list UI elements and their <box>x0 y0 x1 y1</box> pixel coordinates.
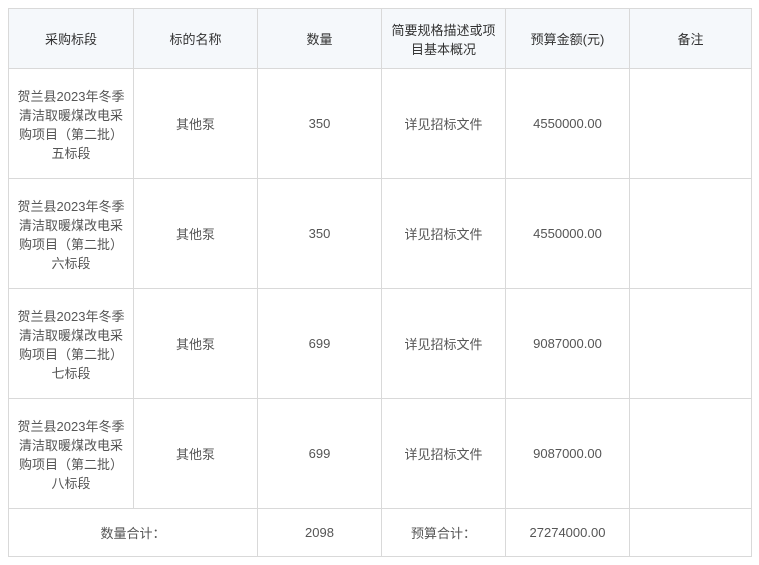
cell-item-name: 其他泵 <box>134 69 258 179</box>
cell-spec: 详见招标文件 <box>382 289 506 399</box>
col-header-quantity: 数量 <box>258 9 382 69</box>
cell-remark <box>630 69 752 179</box>
footer-remark-empty <box>630 509 752 557</box>
table-header: 采购标段 标的名称 数量 简要规格描述或项目基本概况 预算金额(元) 备注 <box>9 9 752 69</box>
cell-spec: 详见招标文件 <box>382 179 506 289</box>
cell-quantity: 350 <box>258 69 382 179</box>
footer-qty-label: 数量合计： <box>9 509 258 557</box>
cell-quantity: 699 <box>258 399 382 509</box>
col-header-bid-section: 采购标段 <box>9 9 134 69</box>
table-row: 贺兰县2023年冬季清洁取暖煤改电采购项目（第二批）八标段 其他泵 699 详见… <box>9 399 752 509</box>
table-footer: 数量合计： 2098 预算合计： 27274000.00 <box>9 509 752 557</box>
cell-remark <box>630 179 752 289</box>
cell-bid-section: 贺兰县2023年冬季清洁取暖煤改电采购项目（第二批）五标段 <box>9 69 134 179</box>
cell-remark <box>630 399 752 509</box>
col-header-item-name: 标的名称 <box>134 9 258 69</box>
footer-qty-total: 2098 <box>258 509 382 557</box>
cell-budget: 4550000.00 <box>506 179 630 289</box>
cell-budget: 4550000.00 <box>506 69 630 179</box>
table-row: 贺兰县2023年冬季清洁取暖煤改电采购项目（第二批）五标段 其他泵 350 详见… <box>9 69 752 179</box>
cell-item-name: 其他泵 <box>134 399 258 509</box>
col-header-budget: 预算金额(元) <box>506 9 630 69</box>
footer-budget-label: 预算合计： <box>382 509 506 557</box>
cell-item-name: 其他泵 <box>134 179 258 289</box>
cell-bid-section: 贺兰县2023年冬季清洁取暖煤改电采购项目（第二批）七标段 <box>9 289 134 399</box>
cell-quantity: 350 <box>258 179 382 289</box>
col-header-remark: 备注 <box>630 9 752 69</box>
table-row: 贺兰县2023年冬季清洁取暖煤改电采购项目（第二批）六标段 其他泵 350 详见… <box>9 179 752 289</box>
cell-spec: 详见招标文件 <box>382 399 506 509</box>
cell-remark <box>630 289 752 399</box>
footer-budget-total: 27274000.00 <box>506 509 630 557</box>
procurement-table: 采购标段 标的名称 数量 简要规格描述或项目基本概况 预算金额(元) 备注 贺兰… <box>8 8 752 557</box>
cell-quantity: 699 <box>258 289 382 399</box>
cell-spec: 详见招标文件 <box>382 69 506 179</box>
cell-budget: 9087000.00 <box>506 399 630 509</box>
cell-bid-section: 贺兰县2023年冬季清洁取暖煤改电采购项目（第二批）八标段 <box>9 399 134 509</box>
table-body: 贺兰县2023年冬季清洁取暖煤改电采购项目（第二批）五标段 其他泵 350 详见… <box>9 69 752 509</box>
cell-budget: 9087000.00 <box>506 289 630 399</box>
cell-bid-section: 贺兰县2023年冬季清洁取暖煤改电采购项目（第二批）六标段 <box>9 179 134 289</box>
table-row: 贺兰县2023年冬季清洁取暖煤改电采购项目（第二批）七标段 其他泵 699 详见… <box>9 289 752 399</box>
col-header-spec: 简要规格描述或项目基本概况 <box>382 9 506 69</box>
cell-item-name: 其他泵 <box>134 289 258 399</box>
